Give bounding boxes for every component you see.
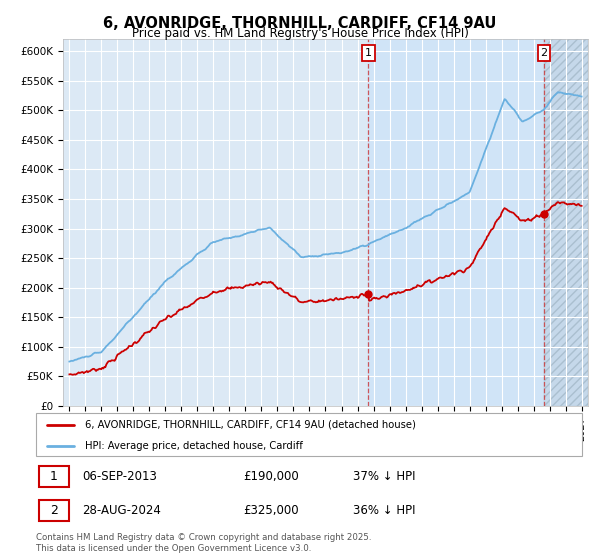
Text: 28-AUG-2024: 28-AUG-2024 bbox=[82, 504, 161, 517]
Text: 36% ↓ HPI: 36% ↓ HPI bbox=[353, 504, 415, 517]
Text: 2: 2 bbox=[50, 504, 58, 517]
Text: 2: 2 bbox=[541, 48, 548, 58]
FancyBboxPatch shape bbox=[39, 466, 69, 487]
Bar bbox=[368, 39, 544, 406]
Text: £190,000: £190,000 bbox=[244, 470, 299, 483]
Text: HPI: Average price, detached house, Cardiff: HPI: Average price, detached house, Card… bbox=[85, 441, 303, 451]
Text: 6, AVONRIDGE, THORNHILL, CARDIFF, CF14 9AU: 6, AVONRIDGE, THORNHILL, CARDIFF, CF14 9… bbox=[103, 16, 497, 31]
Text: 1: 1 bbox=[50, 470, 58, 483]
Text: 37% ↓ HPI: 37% ↓ HPI bbox=[353, 470, 415, 483]
FancyBboxPatch shape bbox=[36, 413, 582, 456]
Text: £325,000: £325,000 bbox=[244, 504, 299, 517]
Text: Contains HM Land Registry data © Crown copyright and database right 2025.
This d: Contains HM Land Registry data © Crown c… bbox=[36, 533, 371, 553]
FancyBboxPatch shape bbox=[39, 501, 69, 521]
Text: 1: 1 bbox=[365, 48, 372, 58]
Text: 6, AVONRIDGE, THORNHILL, CARDIFF, CF14 9AU (detached house): 6, AVONRIDGE, THORNHILL, CARDIFF, CF14 9… bbox=[85, 420, 416, 430]
Bar bbox=[544, 39, 588, 406]
Text: 06-SEP-2013: 06-SEP-2013 bbox=[82, 470, 157, 483]
Text: Price paid vs. HM Land Registry's House Price Index (HPI): Price paid vs. HM Land Registry's House … bbox=[131, 27, 469, 40]
